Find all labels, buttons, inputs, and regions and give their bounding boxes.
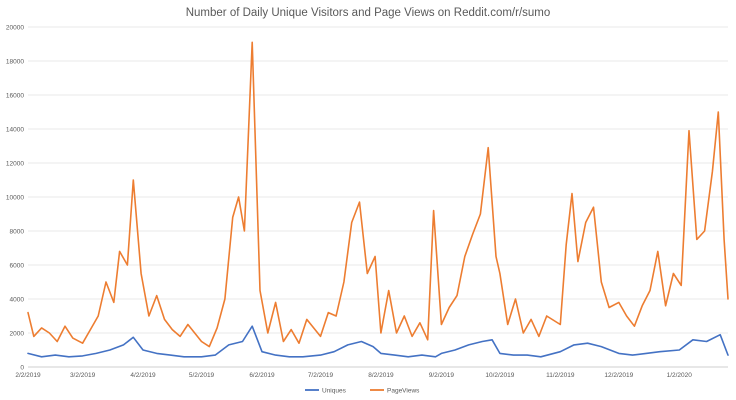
y-tick-label: 18000 [6,58,24,65]
y-tick-label: 20000 [6,24,24,31]
x-tick-label: 10/2/2019 [485,372,514,379]
y-tick-label: 2000 [10,330,25,337]
series-line-uniques [27,325,729,358]
chart-title: Number of Daily Unique Visitors and Page… [185,7,551,19]
y-tick-label: 10000 [6,194,24,201]
y-tick-label: 16000 [6,92,24,99]
x-tick-label: 8/2/2019 [368,372,394,379]
x-tick-label: 1/2/2020 [667,372,693,379]
y-tick-label: 12000 [6,160,24,167]
y-tick-label: 8000 [10,228,25,235]
legend-label-pageviews: PageViews [387,387,420,394]
y-tick-label: 14000 [6,126,24,133]
x-tick-label: 6/2/2019 [249,372,275,379]
x-tick-label: 3/2/2019 [70,372,96,379]
y-tick-label: 0 [20,364,24,371]
x-tick-label: 4/2/2019 [130,372,156,379]
x-tick-label: 12/2/2019 [604,372,633,379]
series-line-pageviews [27,41,729,348]
x-tick-label: 2/2/2019 [15,372,41,379]
legend-label-uniques: Uniques [322,387,347,394]
x-tick-label: 7/2/2019 [308,372,334,379]
x-tick-label: 11/2/2019 [546,372,575,379]
x-tick-label: 9/2/2019 [429,372,455,379]
y-tick-label: 6000 [10,262,25,269]
x-tick-label: 5/2/2019 [189,372,215,379]
y-tick-label: 4000 [10,296,25,303]
